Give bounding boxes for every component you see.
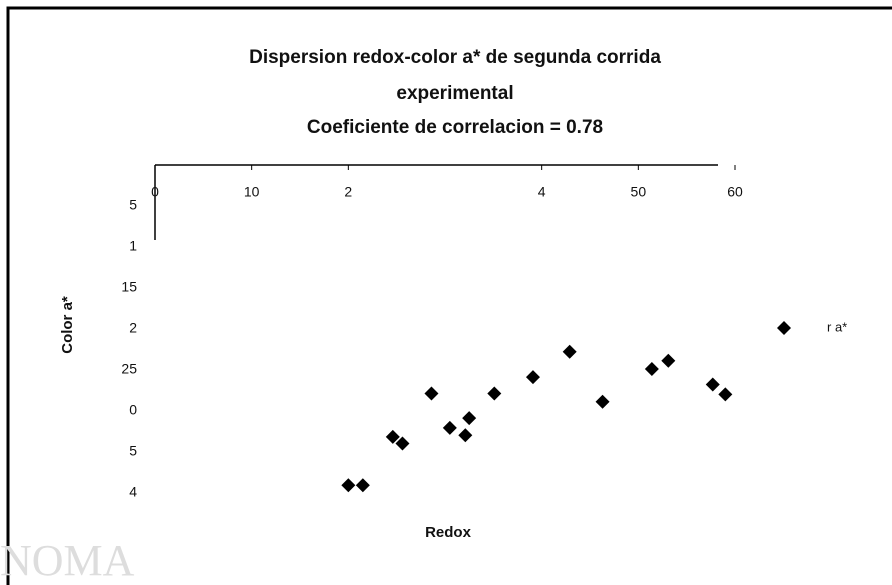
point [355, 478, 370, 493]
watermark: NOMA [0, 536, 135, 585]
chart-title: Coeficiente de correlacion = 0.78 [307, 117, 603, 138]
legend-label: r a* [827, 319, 847, 334]
point [462, 411, 477, 426]
chart-title: Dispersion redox-color a* de segunda cor… [249, 47, 661, 68]
x-tick-label: 0 [151, 184, 159, 200]
x-tick-label: 60 [727, 184, 743, 200]
x-axis-label: Redox [425, 524, 472, 541]
y-tick-label: 1 [129, 238, 137, 254]
y-tick-label: 2 [129, 320, 137, 336]
point [442, 420, 457, 435]
y-tick-label: 0 [129, 401, 137, 417]
y-tick-label: 5 [129, 197, 137, 213]
point [562, 344, 577, 359]
y-tick-label: 5 [129, 442, 137, 458]
y-axis-label: Color a* [59, 296, 76, 354]
point [395, 436, 410, 451]
y-tick-label: 15 [121, 279, 137, 295]
x-tick-label: 50 [631, 184, 647, 200]
point [705, 377, 720, 392]
chart-title: experimental [396, 83, 513, 104]
legend-marker [777, 321, 791, 335]
point [385, 429, 400, 444]
point [424, 386, 439, 401]
y-tick-label: 25 [121, 360, 137, 376]
point [661, 353, 676, 368]
x-tick-label: 4 [538, 184, 546, 200]
point [341, 478, 356, 493]
x-tick-label: 10 [244, 184, 260, 200]
frame [6, 6, 892, 585]
point [458, 428, 473, 443]
x-tick-label: 2 [344, 184, 352, 200]
point [487, 386, 502, 401]
point [595, 394, 610, 409]
point [718, 387, 733, 402]
y-tick-label: 4 [129, 483, 137, 499]
point [525, 370, 540, 385]
point [644, 361, 659, 376]
